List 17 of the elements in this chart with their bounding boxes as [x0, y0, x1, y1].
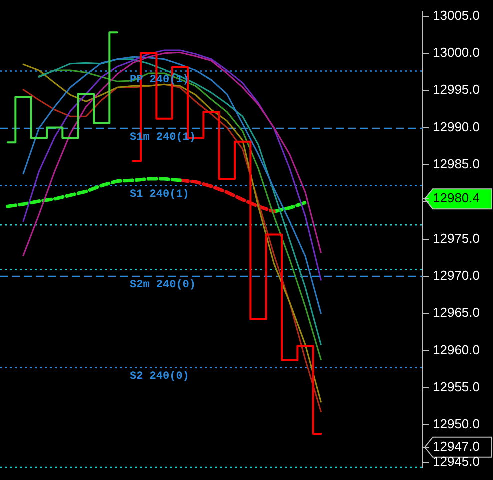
- y-tick-label: 12950.0: [433, 416, 480, 432]
- y-tick-label: 12960.0: [433, 342, 480, 358]
- y-tick-label: 12980.4: [433, 190, 480, 206]
- y-tick-label: 12985.0: [433, 156, 480, 172]
- y-tick-label: 12955.0: [433, 380, 480, 394]
- y-tick-label: 12995.0: [433, 82, 480, 98]
- y-tick-label: 12945.0: [433, 454, 480, 469]
- y-tick-label: 12965.0: [433, 305, 480, 320]
- y-tick-label: 13000.0: [433, 45, 480, 60]
- ref-line-label: S2 240(0): [130, 371, 190, 384]
- y-tick-label: 12947.0: [433, 438, 480, 454]
- y-tick-label: 12990.0: [433, 119, 480, 134]
- y-tick-label: 13005.0: [433, 8, 480, 23]
- y-tick-label: 12975.0: [433, 230, 480, 246]
- y-tick-label: 12970.0: [433, 268, 480, 283]
- ref-line-label: S1 240(1): [130, 189, 190, 202]
- ref-line-label: S2m 240(0): [130, 280, 196, 292]
